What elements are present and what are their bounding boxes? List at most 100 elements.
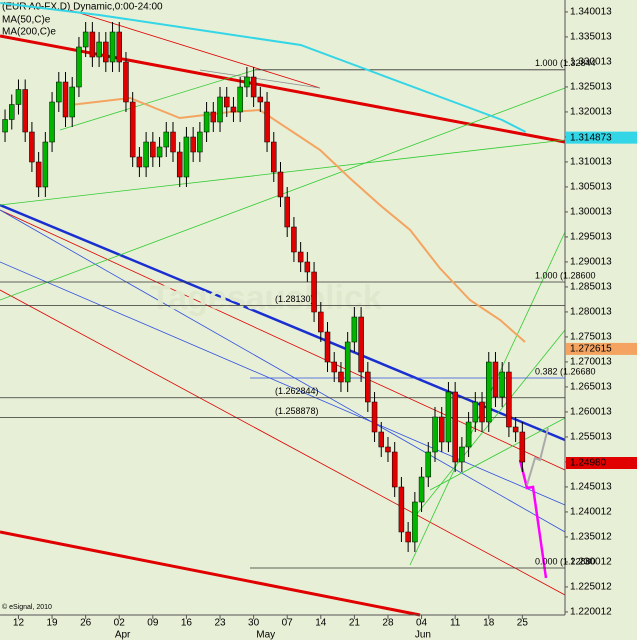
candle-body — [499, 371, 505, 398]
candle-body — [378, 431, 385, 448]
trend-line — [0, 289, 566, 596]
y-tick-label: 1.320013 — [570, 107, 612, 118]
trend-line — [0, 209, 566, 533]
y-tick-label: 1.245013 — [570, 482, 612, 493]
candle-body — [109, 31, 116, 63]
candle-body — [271, 141, 277, 173]
candle-body — [183, 136, 190, 178]
candle-body — [358, 316, 364, 373]
x-tick-label: 23 — [214, 618, 226, 629]
y-tick-label: 1.340013 — [570, 7, 612, 18]
candle-body — [311, 271, 317, 313]
candle-body — [284, 196, 290, 228]
x-tick-label: 18 — [483, 618, 495, 629]
x-tick-label: 09 — [147, 618, 159, 629]
candle-body — [398, 486, 405, 533]
candle-body — [116, 31, 122, 63]
candle-body — [264, 101, 270, 143]
y-tick-label: 1.265013 — [570, 382, 612, 393]
candle-body — [257, 96, 264, 103]
candle-body — [103, 41, 109, 63]
y-tick-label: 1.255013 — [570, 432, 612, 443]
candle-body — [519, 431, 526, 463]
candle-body — [331, 361, 337, 373]
candle-body — [432, 416, 438, 453]
candle-body — [237, 86, 243, 113]
y-tick-label: 1.235012 — [570, 532, 612, 543]
candle-body — [56, 81, 62, 103]
credit: © eSignal, 2010 — [2, 603, 52, 611]
candle-body — [2, 119, 8, 133]
candle-body — [452, 391, 458, 463]
candle-body — [351, 316, 358, 343]
projection — [518, 459, 548, 579]
candle-body — [506, 371, 512, 428]
candle-body — [465, 421, 472, 448]
candle-body — [49, 101, 55, 143]
x-tick-label: 30 — [248, 618, 260, 629]
candle-body — [391, 451, 398, 488]
candle-body — [22, 89, 28, 133]
y-tick-label: 1.220012 — [570, 607, 612, 618]
candle-body — [385, 446, 391, 453]
candle-body — [492, 361, 499, 398]
candle-body — [418, 476, 425, 503]
candle-body — [405, 531, 411, 543]
level-label: 0.000 (1.22880 — [535, 556, 596, 566]
x-tick-label: 11 — [450, 618, 461, 629]
trend-line — [69, 9, 321, 89]
candle-body — [438, 416, 445, 443]
trend-line — [0, 261, 566, 506]
candle-body — [29, 131, 35, 163]
x-tick-label: 14 — [315, 618, 327, 629]
candle-body — [344, 341, 351, 383]
candle-body — [190, 136, 196, 153]
y-tick-label: 1.285013 — [570, 282, 612, 293]
level-label: 1.000 (1.28600 — [535, 270, 596, 280]
candle-body — [365, 371, 371, 403]
candle-body — [89, 31, 96, 58]
legend-entry: MA(50,C)e — [2, 15, 51, 26]
candle-body — [472, 401, 479, 423]
candle-body — [163, 131, 170, 148]
candle-body — [412, 501, 418, 543]
candle-body — [304, 261, 311, 273]
y-tick-label: 1.240012 — [570, 507, 612, 518]
candle-body — [129, 101, 136, 158]
y-tick-label: 1.230012 — [570, 557, 612, 568]
x-tick-label: 12 — [13, 618, 25, 629]
month-label: May — [256, 630, 275, 640]
candle-body — [425, 451, 432, 478]
candle-body — [217, 96, 223, 123]
candle-body — [338, 371, 344, 383]
price-tag — [566, 457, 637, 469]
moving-average — [0, 2, 527, 133]
month-label: Apr — [115, 630, 131, 640]
x-tick-label: 28 — [382, 618, 394, 629]
trend-line — [199, 69, 321, 89]
y-tick-label: 1.275013 — [570, 332, 612, 343]
candle-body — [156, 146, 163, 158]
candle-body — [69, 86, 75, 118]
candle-body — [250, 76, 257, 98]
x-tick-label: 25 — [517, 618, 529, 629]
y-tick-label: 1.270013 — [570, 357, 612, 368]
candle-body — [76, 46, 82, 88]
y-tick-label: 1.280013 — [570, 307, 612, 318]
level-label: 0.382 (1.26680 — [535, 366, 596, 376]
legend-entry: MA(200,C)e — [2, 27, 56, 38]
y-tick-label: 1.310013 — [570, 157, 612, 168]
candle-body — [324, 331, 331, 363]
watermark: Tagesausblick — [150, 279, 382, 317]
y-tick-label: 1.225012 — [570, 582, 612, 593]
x-tick-label: 19 — [47, 618, 59, 629]
candle-body — [197, 131, 203, 153]
candle-body — [318, 311, 324, 333]
candle-body — [150, 141, 156, 158]
x-tick-label: 02 — [114, 618, 126, 629]
candle-body — [176, 151, 183, 178]
candle-body — [42, 141, 49, 188]
candle-body — [62, 81, 69, 118]
price-tag-label: 1.314873 — [570, 132, 612, 143]
